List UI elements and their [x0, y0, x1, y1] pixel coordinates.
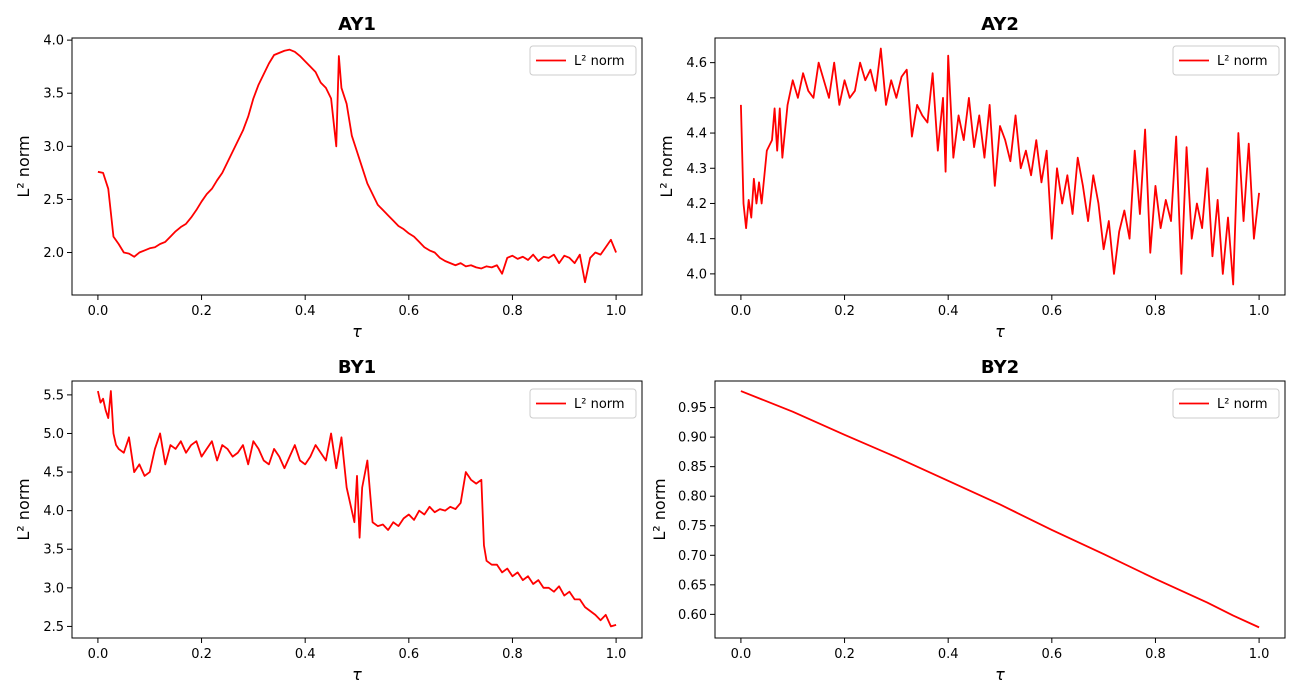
panel-ay2: AY2 0.0 0.2 0.4 0.6 0.8 1.0 4.0 4.1 4.2 4.3 4.4 4.5 4…	[657, 14, 1286, 341]
y-tick-label: 4.0	[43, 34, 64, 49]
y-tick-label: 2.5	[43, 193, 64, 208]
chart-title: AY1	[338, 14, 376, 35]
y-tick-label: 0.80	[678, 490, 707, 505]
panel-by2: BY2 0.0 0.2 0.4 0.6 0.8 1.0 0.60 0.65 0.70 0.75 0.8…	[650, 357, 1286, 684]
x-tick-label: 0.6	[398, 647, 419, 662]
y-tick-label: 4.4	[686, 127, 707, 142]
y-tick-label: 0.65	[678, 578, 707, 593]
y-tick-label: 4.5	[43, 466, 64, 481]
series-line-0	[97, 390, 617, 628]
legend: L² norm	[1172, 388, 1280, 419]
axes-frame	[714, 37, 1286, 296]
x-tick-label: 0.2	[191, 304, 212, 319]
y-tick-label: 3.5	[43, 87, 64, 102]
x-tick-label: 1.0	[606, 647, 627, 662]
legend-entry-l-norm: L² norm	[574, 397, 625, 412]
x-tick-label: 0.0	[731, 647, 752, 662]
series-line-0	[740, 47, 1260, 286]
x-tick-label: 0.0	[731, 304, 752, 319]
axes-frame	[714, 380, 1286, 639]
x-tick-label: 0.8	[1145, 647, 1166, 662]
x-tick-label: 0.2	[191, 647, 212, 662]
panel-by1: BY1 0.0 0.2 0.4 0.6 0.8 1.0 2.5 3.0 3.5 4.0 4.5 5.0 5…	[14, 357, 643, 684]
y-tick-label: 2.0	[43, 246, 64, 261]
x-tick-label: 0.0	[88, 304, 109, 319]
y-tick-label: 2.5	[43, 620, 64, 635]
x-axis-label: τ	[995, 322, 1005, 341]
legend-entry-l-norm: L² norm	[1217, 54, 1268, 69]
chart-title: AY2	[981, 14, 1019, 35]
legend: L² norm	[1172, 45, 1280, 76]
y-tick-label: 3.5	[43, 543, 64, 558]
y-tick-label: 0.75	[678, 519, 707, 534]
y-tick-label: 4.5	[686, 91, 707, 106]
x-tick-label: 0.6	[398, 304, 419, 319]
y-tick-label: 4.6	[686, 56, 707, 71]
legend-box	[1172, 388, 1280, 419]
y-tick-label: 4.0	[43, 504, 64, 519]
y-tick-label: 0.85	[678, 460, 707, 475]
x-tick-label: 0.2	[834, 304, 855, 319]
x-axis-label: τ	[352, 665, 362, 684]
y-tick-label: 0.95	[678, 401, 707, 416]
x-tick-label: 0.4	[938, 647, 959, 662]
x-tick-label: 0.4	[938, 304, 959, 319]
legend: L² norm	[529, 45, 637, 76]
y-tick-label: 0.70	[678, 549, 707, 564]
x-tick-label: 1.0	[1249, 304, 1270, 319]
y-axis-label: L² norm	[14, 478, 33, 540]
legend-box	[529, 388, 637, 419]
y-tick-label: 5.0	[43, 427, 64, 442]
chart-title: BY1	[338, 357, 376, 378]
x-tick-label: 0.6	[1041, 647, 1062, 662]
y-tick-label: 3.0	[43, 140, 64, 155]
x-axis-label: τ	[352, 322, 362, 341]
x-tick-label: 1.0	[606, 304, 627, 319]
chart-title: BY2	[981, 357, 1019, 378]
x-tick-label: 0.0	[88, 647, 109, 662]
series-line-0	[740, 390, 1260, 629]
x-tick-label: 0.4	[295, 647, 316, 662]
y-tick-label: 0.60	[678, 608, 707, 623]
y-tick-label: 4.1	[686, 232, 707, 247]
y-tick-label: 3.0	[43, 581, 64, 596]
x-tick-label: 0.6	[1041, 304, 1062, 319]
axes-frame	[71, 380, 643, 639]
y-axis-label: L² norm	[657, 135, 676, 197]
legend-box	[529, 45, 637, 76]
y-axis-label: L² norm	[14, 135, 33, 197]
y-tick-label: 4.3	[686, 162, 707, 177]
legend: L² norm	[529, 388, 637, 419]
y-tick-label: 4.0	[686, 267, 707, 282]
x-tick-label: 0.2	[834, 647, 855, 662]
legend-box	[1172, 45, 1280, 76]
y-tick-label: 0.90	[678, 431, 707, 446]
x-axis-label: τ	[995, 665, 1005, 684]
axes-frame	[71, 37, 643, 296]
panel-ay1: AY1 0.0 0.2 0.4 0.6 0.8 1.0 2.0 2.5 3.0 3.5 4.0 τ L² …	[14, 14, 643, 341]
y-tick-label: 5.5	[43, 388, 64, 403]
x-tick-label: 0.8	[1145, 304, 1166, 319]
x-tick-label: 1.0	[1249, 647, 1270, 662]
series-line-0	[97, 48, 617, 284]
x-tick-label: 0.8	[502, 304, 523, 319]
x-tick-label: 0.8	[502, 647, 523, 662]
x-tick-label: 0.4	[295, 304, 316, 319]
legend-entry-l-norm: L² norm	[574, 54, 625, 69]
y-axis-label: L² norm	[650, 478, 669, 540]
y-tick-label: 4.2	[686, 197, 707, 212]
legend-entry-l-norm: L² norm	[1217, 397, 1268, 412]
